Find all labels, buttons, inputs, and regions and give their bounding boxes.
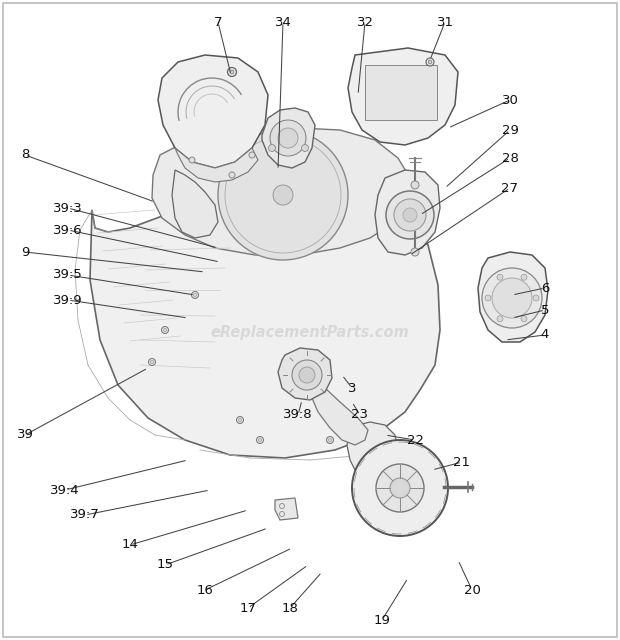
Text: 21: 21: [453, 456, 471, 468]
Circle shape: [390, 478, 410, 498]
Polygon shape: [175, 148, 258, 182]
Text: 29: 29: [502, 124, 518, 136]
Polygon shape: [278, 348, 332, 400]
Text: 39:7: 39:7: [70, 509, 100, 522]
Circle shape: [394, 199, 426, 231]
Circle shape: [249, 152, 255, 158]
Circle shape: [192, 291, 198, 298]
Polygon shape: [348, 48, 458, 145]
Circle shape: [497, 274, 503, 280]
Circle shape: [149, 358, 156, 365]
Circle shape: [270, 120, 306, 156]
Text: 31: 31: [436, 15, 453, 29]
Circle shape: [482, 268, 542, 328]
Polygon shape: [375, 170, 440, 255]
Text: 39: 39: [17, 429, 33, 442]
Text: 34: 34: [275, 15, 291, 29]
Text: 8: 8: [21, 148, 29, 161]
Circle shape: [352, 440, 448, 536]
Text: 3: 3: [348, 381, 356, 394]
Circle shape: [521, 316, 527, 322]
Text: eReplacementParts.com: eReplacementParts.com: [211, 324, 409, 339]
Polygon shape: [312, 380, 368, 445]
Circle shape: [428, 60, 432, 64]
Text: 39:8: 39:8: [283, 408, 313, 422]
Circle shape: [411, 181, 419, 189]
Circle shape: [229, 172, 235, 178]
Circle shape: [273, 185, 293, 205]
Bar: [365, 65, 437, 120]
Circle shape: [278, 128, 298, 148]
Circle shape: [403, 208, 417, 222]
Text: 17: 17: [239, 602, 257, 614]
Circle shape: [497, 316, 503, 322]
Text: 4: 4: [541, 328, 549, 342]
Text: 18: 18: [281, 602, 298, 614]
Text: 23: 23: [352, 408, 368, 422]
Text: 39:5: 39:5: [53, 269, 83, 282]
Text: 39:3: 39:3: [53, 202, 83, 214]
Circle shape: [236, 417, 244, 424]
Text: 9: 9: [21, 246, 29, 259]
Polygon shape: [262, 108, 315, 168]
Polygon shape: [275, 498, 298, 520]
Circle shape: [376, 464, 424, 512]
Circle shape: [327, 436, 334, 444]
Circle shape: [533, 295, 539, 301]
Text: 14: 14: [122, 538, 138, 552]
Circle shape: [189, 157, 195, 163]
Text: 32: 32: [356, 15, 373, 29]
Polygon shape: [158, 55, 268, 168]
Text: 28: 28: [502, 152, 518, 164]
Circle shape: [268, 145, 275, 152]
Polygon shape: [172, 170, 218, 238]
Polygon shape: [347, 422, 398, 480]
Text: 5: 5: [541, 303, 549, 317]
Text: 20: 20: [464, 584, 480, 596]
Text: 39:9: 39:9: [53, 294, 83, 307]
Circle shape: [301, 145, 309, 152]
Circle shape: [228, 67, 236, 77]
Circle shape: [521, 274, 527, 280]
Text: 39:6: 39:6: [53, 223, 83, 237]
Polygon shape: [90, 178, 440, 458]
Circle shape: [292, 360, 322, 390]
Circle shape: [492, 278, 532, 318]
Text: 22: 22: [407, 433, 423, 447]
Circle shape: [218, 130, 348, 260]
Text: 7: 7: [214, 15, 222, 29]
Polygon shape: [152, 128, 410, 255]
Circle shape: [411, 248, 419, 256]
Circle shape: [230, 70, 234, 74]
Polygon shape: [478, 252, 548, 342]
Text: 30: 30: [502, 93, 518, 106]
Text: 15: 15: [156, 559, 174, 572]
Circle shape: [299, 367, 315, 383]
Circle shape: [426, 58, 434, 66]
Circle shape: [257, 436, 264, 444]
Circle shape: [386, 191, 434, 239]
Text: 19: 19: [374, 614, 391, 627]
Circle shape: [485, 295, 491, 301]
Text: 39:4: 39:4: [50, 483, 80, 497]
Text: 16: 16: [197, 584, 213, 596]
Text: 6: 6: [541, 282, 549, 294]
Text: 27: 27: [502, 182, 518, 195]
Circle shape: [161, 326, 169, 333]
